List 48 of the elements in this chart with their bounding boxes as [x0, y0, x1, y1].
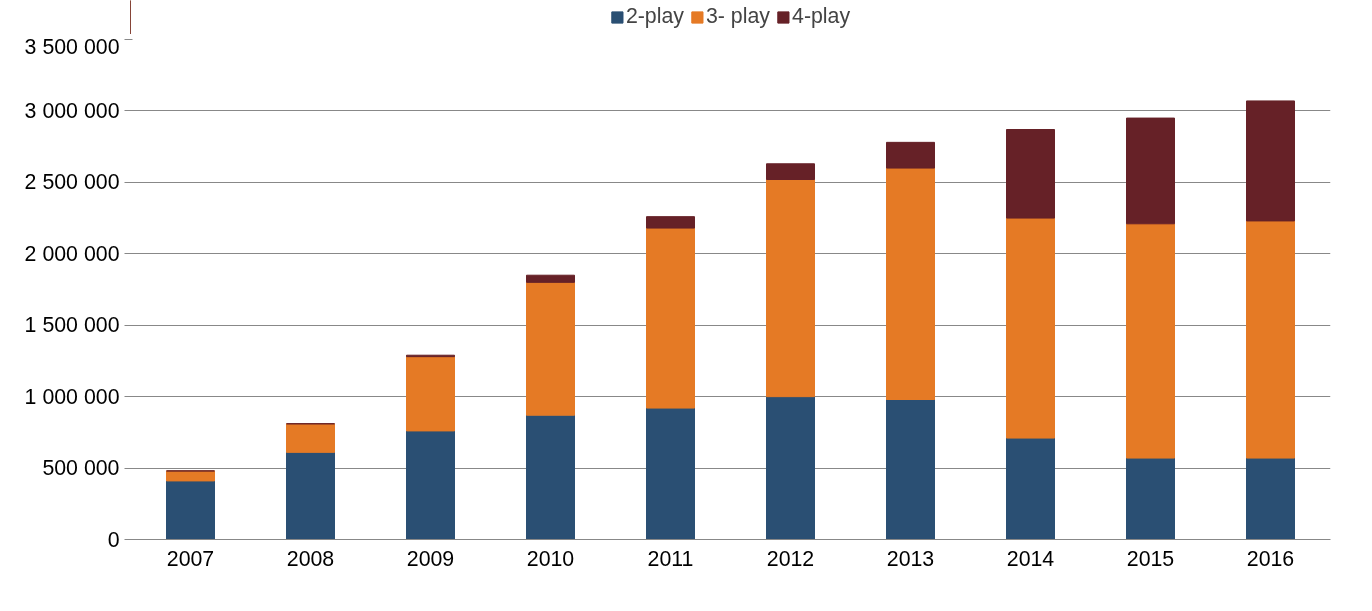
- bar: [1246, 220, 1295, 459]
- bar: [406, 356, 455, 432]
- bar: [1006, 129, 1055, 219]
- bar: [766, 163, 815, 180]
- bar: [646, 407, 695, 540]
- bar: [1006, 217, 1055, 439]
- bar: [886, 141, 935, 169]
- bar: [766, 179, 815, 398]
- y-tick-label: 1 500 000: [24, 313, 120, 338]
- bar: [1246, 100, 1295, 222]
- legend-label: 3- play: [705, 4, 771, 29]
- x-tick-label: 2011: [647, 546, 694, 571]
- bar: [646, 227, 695, 409]
- bar: [1006, 437, 1055, 540]
- bar: [286, 451, 335, 540]
- bar: [526, 274, 575, 283]
- bar: [526, 281, 575, 416]
- bar: [526, 414, 575, 540]
- bar: [166, 480, 215, 540]
- x-tick-label: 2007: [166, 546, 215, 571]
- bar: [286, 423, 335, 453]
- bar: [1126, 223, 1175, 459]
- bar: [1126, 457, 1175, 540]
- y-tick-label: 1 000 000: [24, 384, 120, 409]
- bar: [406, 430, 455, 540]
- bar: [1246, 457, 1295, 540]
- legend-label: 2-play: [625, 4, 684, 29]
- x-tick-label: 2015: [1126, 546, 1175, 571]
- y-tick-label: 500 000: [42, 456, 120, 481]
- bar: [886, 399, 935, 540]
- bar: [1126, 117, 1175, 225]
- x-tick-label: 2008: [286, 546, 335, 571]
- bar: [166, 470, 215, 482]
- y-tick-label: 0: [107, 527, 120, 552]
- bar: [886, 167, 935, 400]
- x-tick-label: 2016: [1246, 546, 1295, 571]
- x-tick-label: 2012: [766, 546, 815, 571]
- x-tick-label: 2014: [1006, 546, 1055, 571]
- y-tick-label: 2 500 000: [24, 170, 120, 195]
- bar: [646, 216, 695, 229]
- x-tick-label: 2010: [526, 546, 575, 571]
- x-tick-label: 2009: [406, 546, 455, 571]
- legend-label: 4-play: [792, 4, 851, 29]
- y-tick-label: 3 500 000: [24, 34, 120, 59]
- bar: [766, 396, 815, 540]
- x-tick-label: 2013: [886, 546, 935, 571]
- y-tick-label: 3 000 000: [24, 98, 120, 123]
- y-tick-label: 2 000 000: [24, 241, 120, 266]
